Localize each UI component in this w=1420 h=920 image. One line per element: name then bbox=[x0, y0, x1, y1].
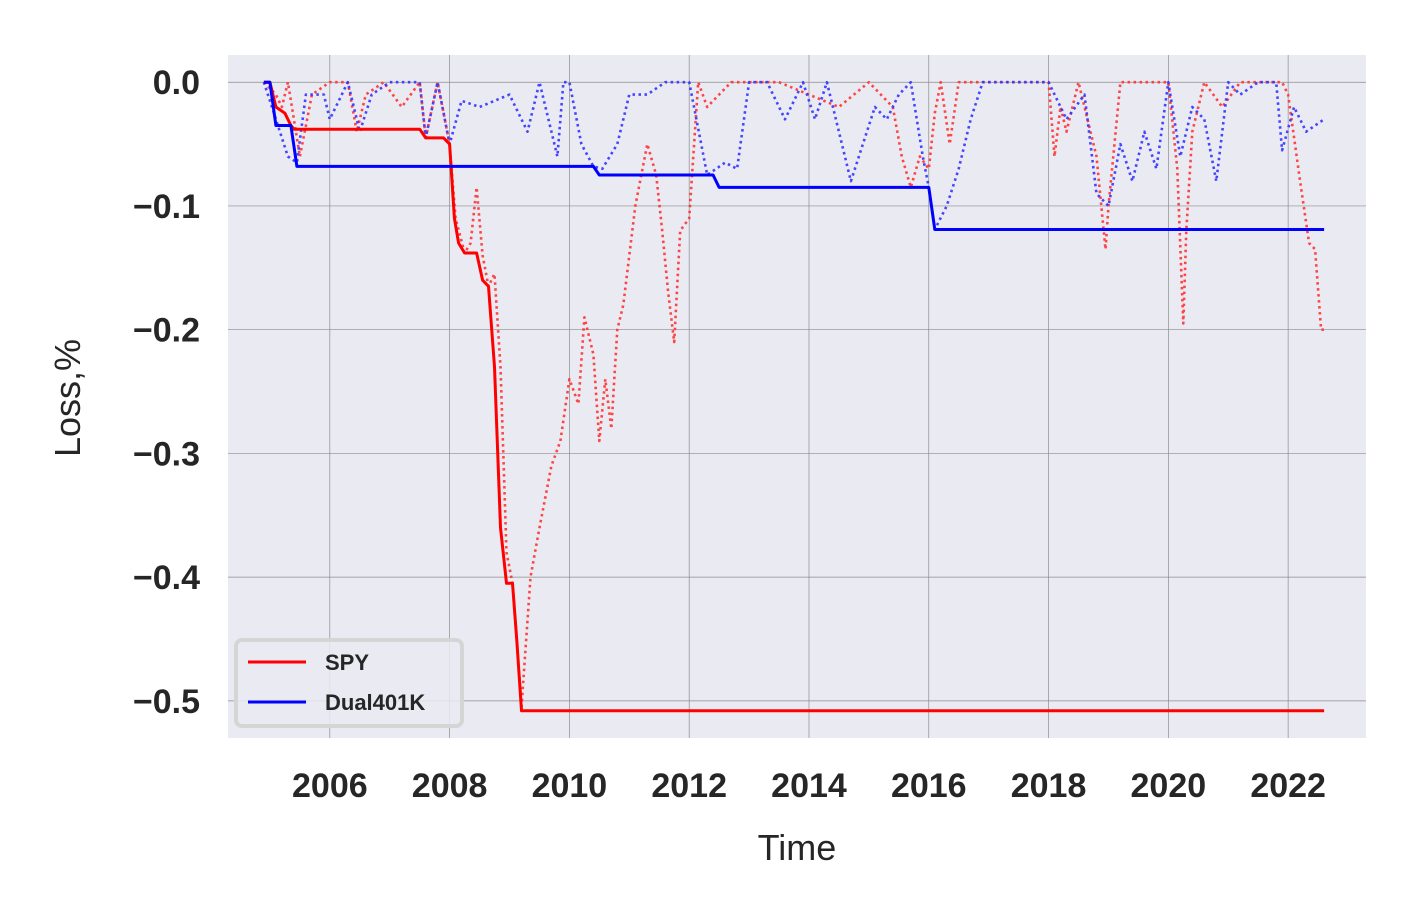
x-tick-label: 2022 bbox=[1250, 767, 1326, 805]
series-layer bbox=[262, 80, 1325, 713]
series-line-spy bbox=[263, 80, 1325, 713]
x-tick-label: 2010 bbox=[532, 767, 608, 805]
y-tick-label: 0.0 bbox=[153, 64, 200, 102]
x-tick-label: 2014 bbox=[771, 767, 847, 805]
x-tick-label: 2012 bbox=[651, 767, 727, 805]
y-tick-label: −0.2 bbox=[133, 312, 200, 350]
y-tick-label: −0.5 bbox=[133, 683, 200, 721]
x-tick-label: 2016 bbox=[891, 767, 967, 805]
legend-label-dual401k: Dual401K bbox=[325, 690, 425, 715]
grid-lines bbox=[228, 55, 1366, 738]
y-tick-label: −0.3 bbox=[133, 435, 200, 473]
series-line-dual401k bbox=[263, 80, 1325, 231]
y-tick-labels: 0.0 −0.1 −0.2 −0.3 −0.4 −0.5 bbox=[133, 64, 200, 721]
y-tick-label: −0.4 bbox=[133, 559, 200, 597]
x-tick-label: 2018 bbox=[1011, 767, 1087, 805]
legend: SPY Dual401K bbox=[234, 638, 464, 728]
plot-background bbox=[228, 55, 1366, 738]
y-tick-label: −0.1 bbox=[133, 188, 200, 226]
x-tick-label: 2020 bbox=[1131, 767, 1207, 805]
x-tick-labels: 2006 2008 2010 2012 2014 2016 2018 2020 2022 bbox=[292, 767, 1326, 805]
legend-label-spy: SPY bbox=[325, 650, 369, 675]
x-axis-label: Time bbox=[758, 827, 837, 868]
y-axis-label: Loss,% bbox=[47, 339, 88, 457]
x-tick-label: 2008 bbox=[412, 767, 488, 805]
x-tick-label: 2006 bbox=[292, 767, 368, 805]
